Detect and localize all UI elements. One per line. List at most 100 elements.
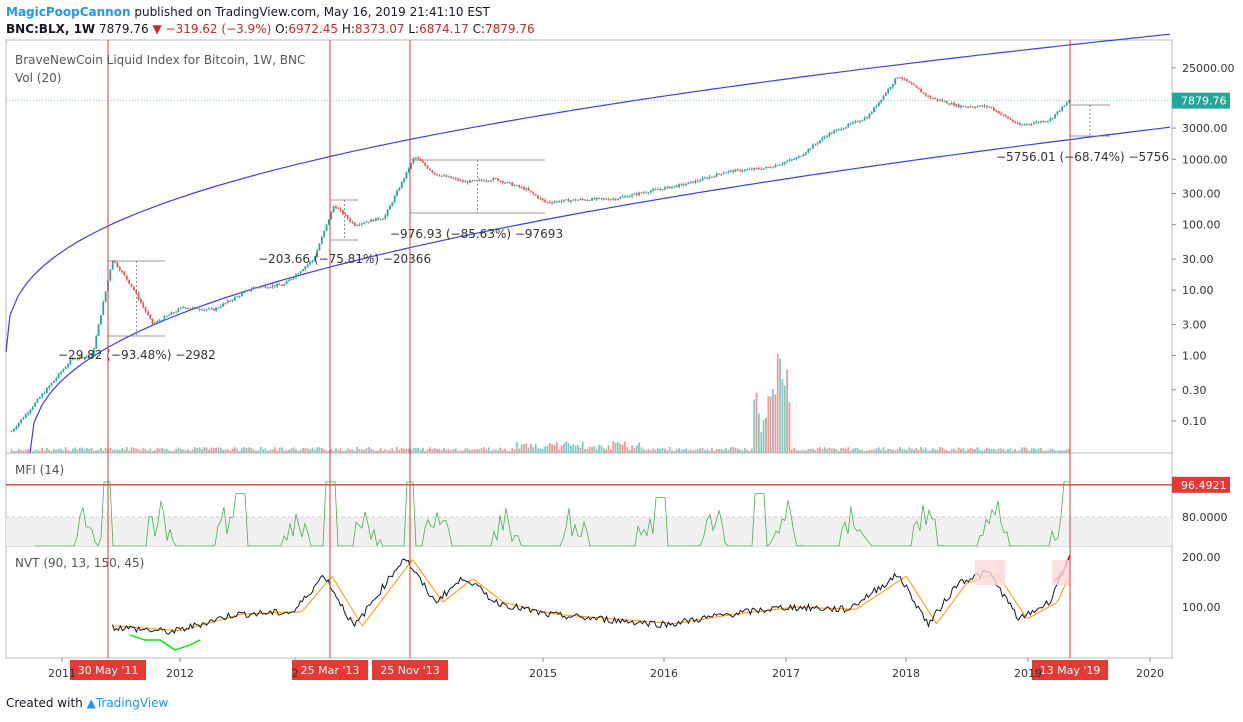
candle-body — [570, 200, 572, 202]
candle-body — [210, 308, 213, 310]
volume-bar — [565, 441, 568, 453]
volume-bar — [85, 447, 88, 453]
candle-body — [13, 428, 15, 432]
candle-body — [10, 431, 13, 433]
candle-body — [927, 95, 930, 97]
candle-body — [581, 199, 584, 201]
candle-body — [445, 175, 448, 177]
volume-bar — [896, 448, 899, 453]
candle-body — [577, 199, 579, 201]
candle-body — [276, 284, 279, 287]
time-tick-label: 2020 — [1136, 667, 1164, 680]
candle-body — [840, 128, 843, 130]
volume-bar — [271, 449, 274, 453]
candle-body — [772, 167, 774, 169]
volume-bar — [407, 448, 410, 453]
volume-bar — [837, 450, 840, 453]
volume-bar — [570, 445, 572, 453]
volume-bar — [104, 447, 107, 453]
volume-bar — [525, 443, 528, 453]
volume-bar — [739, 449, 742, 453]
candle-body — [219, 306, 222, 308]
tradingview-link[interactable]: TradingView — [95, 696, 169, 710]
volume-bar — [224, 449, 227, 453]
candle-body — [1016, 123, 1019, 125]
created-with-label: Created with — [6, 696, 83, 710]
volume-bar — [429, 447, 431, 453]
volume-bar — [419, 449, 422, 453]
volume-bar — [1004, 450, 1007, 453]
volume-bar — [515, 442, 518, 453]
volume-bar — [544, 446, 546, 453]
candle-body — [807, 149, 810, 153]
volume-bar — [548, 443, 551, 453]
candle-body — [485, 180, 488, 182]
candle-body — [316, 250, 319, 258]
volume-bar — [746, 449, 749, 453]
candle-body — [144, 307, 147, 312]
author-name[interactable]: MagicPoopCannon — [6, 5, 131, 19]
candle-body — [50, 382, 53, 386]
volume-bar — [231, 448, 234, 453]
candle-body — [511, 182, 514, 186]
candle-body — [360, 223, 363, 225]
volume-bar — [60, 448, 62, 453]
candle-body — [245, 290, 248, 292]
volume-bar — [250, 447, 253, 453]
candle-body — [859, 121, 861, 123]
time-tick-label: 2015 — [529, 667, 557, 680]
volume-bar — [55, 449, 58, 453]
candle-body — [953, 103, 955, 106]
candle-body — [600, 198, 603, 200]
candle-body — [645, 192, 648, 194]
candle-body — [374, 218, 377, 222]
candle-body — [727, 170, 730, 173]
candle-body — [367, 221, 370, 223]
volume-bar — [1018, 450, 1021, 453]
candle-body — [1014, 121, 1016, 124]
volume-bar — [934, 449, 937, 453]
volume-bar — [130, 447, 133, 453]
volume-bar — [1011, 450, 1014, 453]
volume-bar — [638, 442, 640, 453]
volume-bar — [57, 448, 60, 453]
volume-bar — [967, 449, 969, 453]
candle-body — [743, 169, 746, 171]
candle-body — [649, 190, 652, 193]
volume-bar — [675, 449, 678, 453]
candle-body — [372, 219, 375, 222]
candle-body — [330, 211, 333, 220]
volume-bar — [15, 450, 18, 453]
candle-body — [125, 275, 128, 280]
candle-body — [713, 176, 716, 178]
candle-body — [875, 106, 878, 108]
volume-bar — [873, 449, 875, 453]
candle-body — [523, 187, 525, 190]
volume-bar — [1063, 450, 1066, 453]
volume-bar — [461, 450, 464, 453]
volume-bar — [41, 448, 44, 453]
candle-body — [497, 178, 499, 181]
volume-bar — [894, 450, 897, 453]
volume-bar — [163, 449, 166, 453]
volume-bar — [349, 449, 351, 453]
volume-bar — [523, 443, 525, 453]
volume-bar — [870, 449, 873, 453]
volume-bar — [633, 448, 636, 453]
candle-body — [323, 230, 326, 237]
volume-bar — [1016, 450, 1019, 453]
candle-body — [802, 154, 805, 157]
volume-bar — [372, 449, 375, 453]
high-label: H: — [341, 22, 355, 36]
volume-bar — [278, 447, 281, 453]
event-date-badge — [292, 660, 368, 680]
candle-body — [327, 219, 330, 225]
candle-body — [567, 199, 570, 202]
volume-bar — [978, 449, 981, 453]
volume-bar — [917, 449, 920, 453]
candle-body — [60, 371, 62, 374]
volume-bar — [196, 447, 199, 453]
candle-body — [769, 167, 772, 169]
volume-bar — [1065, 449, 1068, 453]
